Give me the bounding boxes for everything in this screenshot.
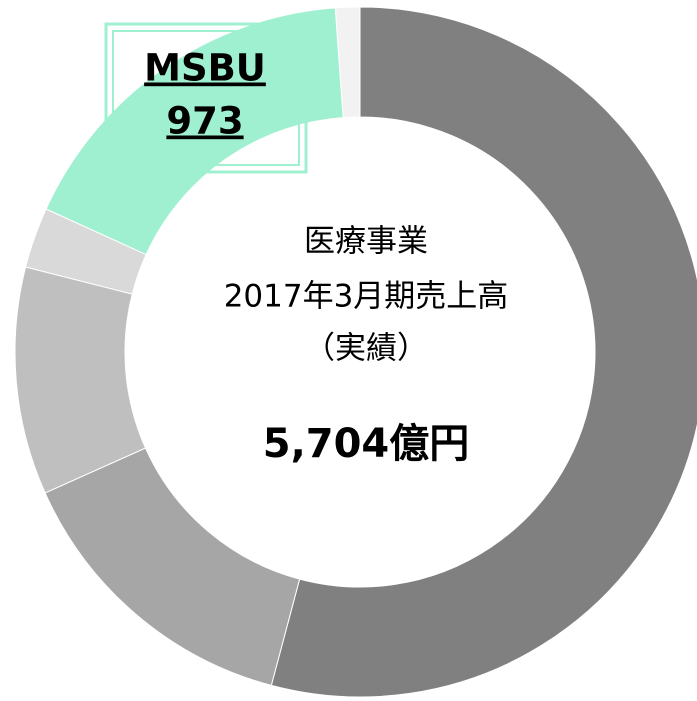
center-line: 医療事業 (304, 224, 428, 260)
frame-outer (104, 22, 308, 174)
donut-segment (334, 6, 361, 119)
frame-inner (112, 30, 300, 166)
total-label: 5,704億円 (263, 421, 470, 467)
center-line: （実績） (304, 331, 428, 367)
segment-label: MSBU (144, 47, 266, 90)
donut-segment (44, 447, 301, 687)
center-line: 2017年3月期売上高 (224, 279, 509, 315)
donut-segment (270, 6, 697, 698)
label-frame (104, 22, 308, 174)
segment-value: 973 (166, 100, 243, 143)
